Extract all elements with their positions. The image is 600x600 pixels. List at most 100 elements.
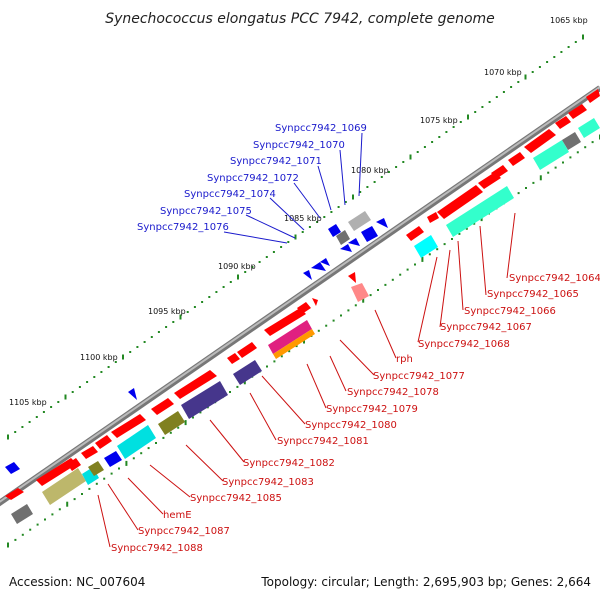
gene-box (562, 132, 581, 150)
gene-arrow (81, 446, 98, 459)
tick-mark (451, 238, 453, 240)
gene-box (88, 461, 104, 476)
gene-label-1077: Synpcc7942_1077 (373, 371, 465, 382)
tick-mark (373, 181, 376, 183)
gene-label-1075: Synpcc7942_1075 (160, 206, 252, 217)
tick-mark (438, 136, 441, 138)
tick-mark (532, 181, 535, 184)
gene-arrow (67, 458, 81, 471)
tick-mark (362, 297, 365, 303)
tick-mark (222, 286, 225, 288)
kbp-label-1090: 1090 kbp (218, 262, 256, 271)
tick-mark (265, 256, 268, 258)
gene-arrow (555, 116, 571, 129)
gene-label-1083: Synpcc7942_1083 (222, 477, 314, 488)
tick-mark (162, 436, 165, 439)
tick-mark (347, 309, 350, 312)
tick-mark (184, 420, 187, 426)
gene-arrow (406, 226, 424, 241)
tick-mark (44, 518, 46, 521)
tick-mark (193, 306, 196, 308)
tick-mark (421, 256, 424, 262)
tick-mark (377, 289, 379, 291)
gene-label-1066: Synpcc7942_1066 (464, 306, 556, 317)
gene-box (233, 360, 262, 385)
tick-mark (369, 294, 372, 297)
gene-box (268, 320, 312, 354)
tick-mark (64, 394, 67, 400)
gene-label-1071: Synpcc7942_1071 (230, 156, 322, 167)
tick-mark (316, 221, 319, 223)
tick-mark (71, 391, 74, 393)
gene-label-1076: Synpcc7942_1076 (137, 222, 229, 233)
gene-arrow (361, 226, 378, 242)
tick-mark (538, 66, 541, 68)
tick-mark (29, 528, 32, 531)
tick-mark (554, 166, 557, 169)
tick-mark (591, 141, 594, 144)
tick-mark (323, 216, 326, 218)
gene-label-1069: Synpcc7942_1069 (275, 123, 367, 134)
gene-arrow (340, 244, 352, 252)
gene-arrow (437, 185, 483, 219)
kbp-label-1080: 1080 kbp (351, 166, 389, 175)
gene-label-rph: rph (396, 354, 413, 365)
gene-box (446, 186, 514, 237)
tick-mark (140, 452, 143, 455)
tick-mark (288, 350, 291, 353)
gene-label-1068: Synpcc7942_1068 (418, 339, 510, 350)
gene-box (414, 235, 438, 258)
kbp-label-1100: 1100 kbp (80, 353, 118, 362)
gene-arrow (586, 89, 600, 103)
tick-mark (280, 355, 283, 358)
tick-mark (344, 201, 347, 203)
tick-mark (66, 501, 69, 507)
tick-mark (387, 171, 390, 173)
tick-mark (295, 345, 298, 348)
tick-mark (531, 71, 534, 73)
tick-mark (118, 467, 120, 470)
tick-mark (467, 114, 469, 120)
gene-arrow (151, 398, 174, 415)
tick-mark (325, 324, 328, 327)
tick-mark (317, 329, 320, 332)
tick-mark (100, 371, 103, 373)
tick-mark (273, 360, 276, 363)
tick-mark (208, 296, 211, 298)
tick-mark (445, 131, 448, 133)
tick-mark (395, 166, 398, 168)
tick-mark (366, 186, 369, 188)
tick-mark (337, 206, 340, 208)
tick-mark (78, 386, 81, 388)
gene-box (273, 329, 315, 359)
tick-mark (567, 46, 570, 48)
tick-mark (414, 263, 416, 266)
tick-mark (129, 351, 132, 353)
gene-label-1065: Synpcc7942_1065 (487, 289, 579, 300)
gene-box (11, 504, 33, 524)
tick-mark (186, 311, 189, 313)
tick-mark (21, 533, 24, 536)
gene-arrow (320, 258, 330, 266)
gene-label-1072: Synpcc7942_1072 (207, 173, 299, 184)
gene-box (117, 425, 156, 459)
tick-mark (236, 385, 239, 388)
tick-mark (165, 326, 168, 328)
tick-mark (73, 498, 76, 501)
gene-label-1067: Synpcc7942_1067 (440, 322, 532, 333)
tick-mark (50, 406, 53, 408)
gene-box (578, 118, 600, 138)
tick-mark (177, 426, 180, 429)
red-leaders (97, 212, 516, 548)
tick-mark (525, 187, 527, 189)
gene-label-hemE: hemE (163, 510, 192, 521)
tick-mark (488, 101, 491, 103)
tick-mark (517, 192, 520, 195)
tick-mark (495, 96, 498, 98)
gene-arrow (491, 165, 508, 179)
tick-mark (539, 175, 542, 181)
gene-arrow (5, 462, 20, 474)
genome-summary-text: Topology: circular; Length: 2,695,903 bp… (260, 575, 591, 589)
tick-mark (51, 513, 54, 516)
